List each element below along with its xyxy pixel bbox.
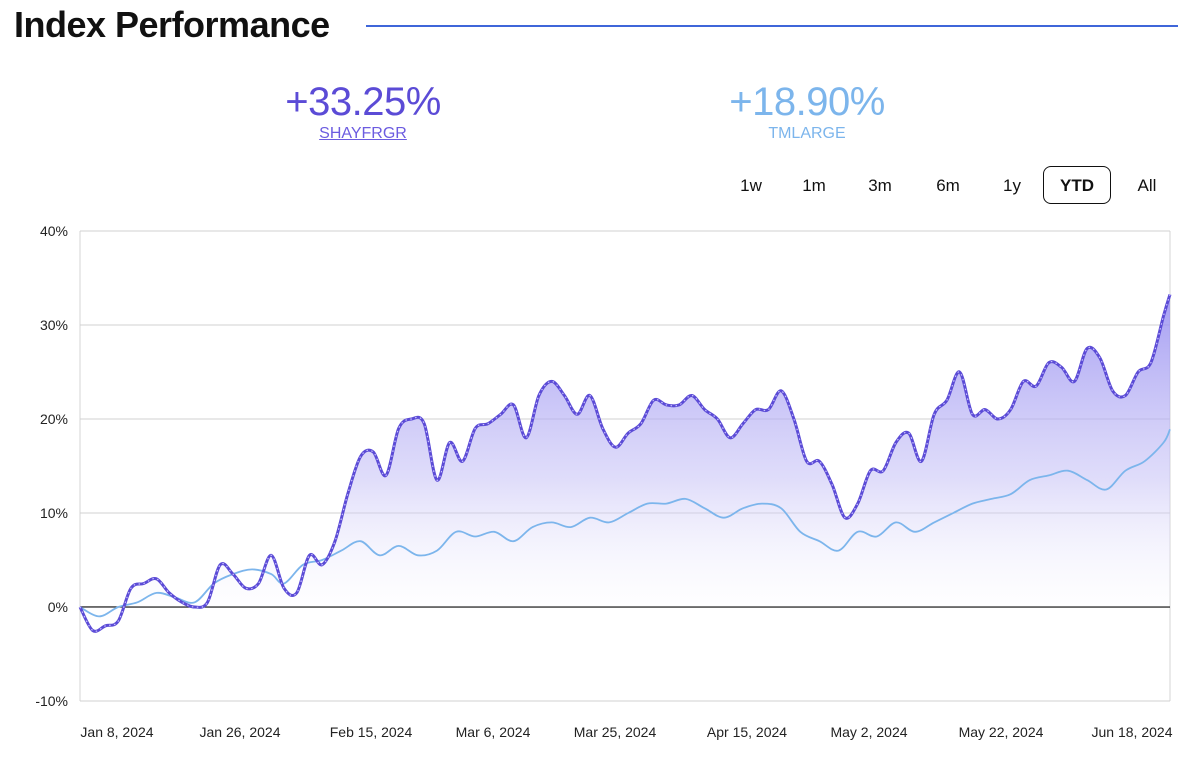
y-tick-label: 0% (48, 599, 68, 615)
x-tick-label: Jan 26, 2024 (200, 724, 281, 740)
series-area-shayfrgr (80, 294, 1170, 632)
y-axis-labels: 40% 30% 20% 10% 0% -10% (35, 223, 68, 709)
x-tick-label: Apr 15, 2024 (707, 724, 787, 740)
stat-index-label: TMLARGE (768, 125, 846, 142)
series-line-shayfrgr (78, 293, 1172, 633)
range-button-all[interactable]: All (1119, 166, 1175, 204)
y-tick-label: 10% (40, 505, 68, 521)
plot-area (78, 293, 1172, 633)
series-line-tmlarge (79, 428, 1171, 618)
stat-index-link[interactable]: SHAYFRGR (319, 125, 407, 142)
stat-value: +18.90% (729, 80, 885, 124)
chart-gridlines (79, 230, 1171, 702)
range-button-6m[interactable]: 6m (920, 166, 976, 204)
y-tick-label: 40% (40, 223, 68, 239)
range-button-1w[interactable]: 1w (723, 166, 779, 204)
x-tick-label: Jun 18, 2024 (1092, 724, 1173, 740)
x-tick-label: May 2, 2024 (830, 724, 907, 740)
y-tick-label: 30% (40, 317, 68, 333)
x-tick-label: Jan 8, 2024 (80, 724, 153, 740)
x-tick-label: May 22, 2024 (959, 724, 1044, 740)
x-tick-label: Feb 15, 2024 (330, 724, 413, 740)
stat-tmlarge: +18.90% TMLARGE (707, 80, 907, 143)
range-button-1m[interactable]: 1m (786, 166, 842, 204)
x-axis-labels: Jan 8, 2024 Jan 26, 2024 Feb 15, 2024 Mar 6… (80, 724, 1172, 740)
range-button-ytd[interactable]: YTD (1043, 166, 1111, 204)
stat-shayfrgr: +33.25% SHAYFRGR (263, 80, 463, 143)
y-tick-label: 20% (40, 411, 68, 427)
x-tick-label: Mar 25, 2024 (574, 724, 657, 740)
range-button-1y[interactable]: 1y (984, 166, 1040, 204)
y-tick-label: -10% (35, 693, 68, 709)
page-title: Index Performance (14, 4, 330, 45)
series-line-shayfrgr-dots (79, 294, 1171, 632)
title-divider (366, 25, 1178, 27)
x-tick-label: Mar 6, 2024 (456, 724, 531, 740)
range-button-3m[interactable]: 3m (852, 166, 908, 204)
stat-value: +33.25% (285, 80, 441, 124)
